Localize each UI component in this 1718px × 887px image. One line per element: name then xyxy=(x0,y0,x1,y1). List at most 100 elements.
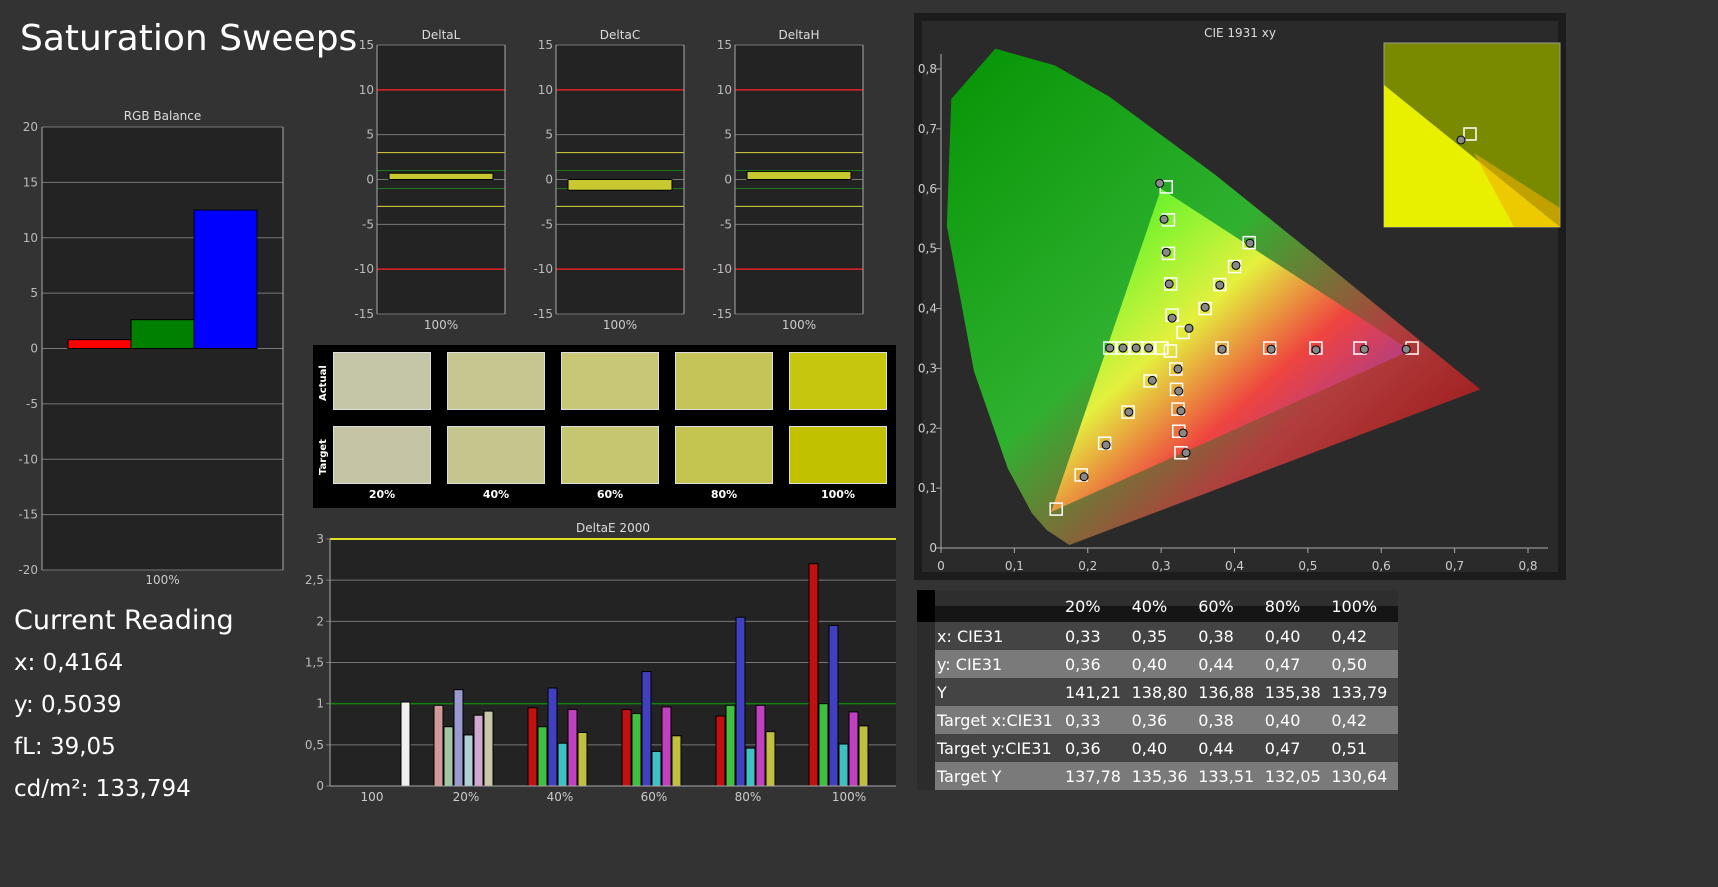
table-cell: 133,79 xyxy=(1331,682,1388,702)
y-tick-label: 0 xyxy=(724,173,732,187)
table-cell: 132,05 xyxy=(1264,766,1321,786)
measured-point xyxy=(1215,280,1225,290)
row-label-actual: Actual xyxy=(318,365,329,401)
y-tick-label: 10 xyxy=(23,231,38,245)
y-tick-label: 0,1 xyxy=(918,481,937,495)
y-tick-label: 0,6 xyxy=(918,182,937,196)
y-tick-label: 5 xyxy=(30,286,38,300)
deltae-bar xyxy=(838,743,849,787)
deltah-title: DeltaH xyxy=(778,28,820,42)
swatch-label: 40% xyxy=(482,488,510,501)
target-marker xyxy=(1227,259,1242,274)
deltae-bar xyxy=(577,731,588,787)
measured-point xyxy=(1147,375,1157,385)
x-tick-label: 40% xyxy=(547,790,574,804)
target-marker xyxy=(1103,341,1117,355)
table-row: x: CIE31 0,33 0,35 0,38 0,40 0,42 xyxy=(917,622,1398,650)
measured-point xyxy=(1174,386,1184,396)
swatch-target xyxy=(561,426,659,484)
y-tick-label: 0,2 xyxy=(918,421,937,435)
table-cell: 141,21 xyxy=(1065,682,1121,702)
row-label-target: Target xyxy=(318,439,329,475)
measured-point xyxy=(1144,343,1154,353)
y-tick-label: 0 xyxy=(316,779,324,793)
y-tick-label: -15 xyxy=(533,307,553,321)
y-tick-label: 0,7 xyxy=(918,122,937,136)
measured-point xyxy=(1167,313,1177,323)
header-cell: 100% xyxy=(1331,596,1378,616)
y-tick-label: 15 xyxy=(717,38,732,52)
deltae-bar xyxy=(858,725,869,787)
current-reading: Current Reading x: 0,4164 y: 0,5039 fL: … xyxy=(14,600,234,810)
y-tick-label: -10 xyxy=(18,452,38,466)
table-cell: 0,36 xyxy=(1065,738,1101,758)
x-label: 100% xyxy=(145,573,179,587)
measured-point xyxy=(1231,260,1241,270)
y-tick-label: 1 xyxy=(316,697,324,711)
bar-blue xyxy=(193,209,258,349)
measured-point xyxy=(1217,344,1227,354)
measured-point xyxy=(1245,238,1255,248)
deltae-bar xyxy=(661,706,672,787)
y-tick-label: 3 xyxy=(316,532,324,546)
table-cell: Target x:CIE31 xyxy=(937,710,1053,730)
deltae-bar xyxy=(755,704,766,787)
deltal-title: DeltaL xyxy=(421,28,461,42)
table-cell: 138,80 xyxy=(1131,682,1188,702)
table-cell: 136,88 xyxy=(1198,682,1255,702)
measured-point xyxy=(1173,364,1183,374)
delta-bar xyxy=(567,179,673,191)
target-marker xyxy=(1163,344,1178,358)
x-tick-label: 0,5 xyxy=(1298,559,1317,573)
measured-point xyxy=(1161,247,1171,257)
table-cell: 135,38 xyxy=(1264,682,1321,702)
y-tick-label: 0 xyxy=(929,541,937,555)
measured-point xyxy=(1079,472,1089,482)
delta-bar xyxy=(746,170,852,180)
y-tick-label: -5 xyxy=(26,397,38,411)
target-marker xyxy=(1116,341,1130,355)
y-tick-label: 0,5 xyxy=(918,242,937,256)
target-marker xyxy=(1155,341,1169,355)
table-cell: 0,38 xyxy=(1198,710,1234,730)
y-tick-label: 0,4 xyxy=(918,302,937,316)
deltae-bar xyxy=(641,671,652,787)
cie-title: CIE 1931 xy xyxy=(1204,26,1276,40)
swatch-actual xyxy=(447,352,545,410)
table-cell: Target Y xyxy=(937,766,1002,786)
measured-point xyxy=(1101,440,1111,450)
measured-point xyxy=(1131,343,1141,353)
y-tick-label: 0 xyxy=(366,173,374,187)
swatch-actual xyxy=(789,352,887,410)
measured-point xyxy=(1118,343,1128,353)
deltae-bar xyxy=(715,715,726,787)
measured-point xyxy=(1311,345,1321,355)
x-tick-label: 0,2 xyxy=(1078,559,1097,573)
y-tick-label: 5 xyxy=(545,128,553,142)
measured-point xyxy=(1159,214,1169,224)
y-tick-label: 1,5 xyxy=(305,656,324,670)
y-tick-label: 5 xyxy=(366,128,374,142)
swatch-panel: Actual Target 20% 40% 60% 80% 100% xyxy=(313,345,896,508)
reading-fl: fL: 39,05 xyxy=(14,734,116,760)
x-label: 100% xyxy=(603,318,637,332)
x-tick-label: 20% xyxy=(453,790,480,804)
x-tick-label: 0,6 xyxy=(1372,559,1391,573)
deltae-bar xyxy=(725,704,736,787)
measured-point xyxy=(1164,279,1174,289)
deltae-bar xyxy=(671,735,682,787)
table-cell: 0,36 xyxy=(1131,710,1168,730)
x-tick-label: 0,3 xyxy=(1152,559,1171,573)
y-tick-label: 5 xyxy=(724,128,732,142)
deltae-title: DeltaE 2000 xyxy=(576,521,650,535)
measured-point xyxy=(1155,178,1165,188)
table-row: Target Y 137,78 135,36 133,51 132,05 130,64 xyxy=(917,762,1398,790)
measured-point xyxy=(1178,428,1188,438)
y-tick-label: -10 xyxy=(712,262,732,276)
deltae-bar xyxy=(651,750,662,787)
bar-green xyxy=(130,319,195,350)
table-row: Target x:CIE31 0,33 0,36 0,38 0,40 0,42 xyxy=(917,706,1398,734)
reading-y: y: 0,5039 xyxy=(14,692,122,718)
deltae-bar xyxy=(443,726,454,787)
delta-bar xyxy=(388,172,494,180)
